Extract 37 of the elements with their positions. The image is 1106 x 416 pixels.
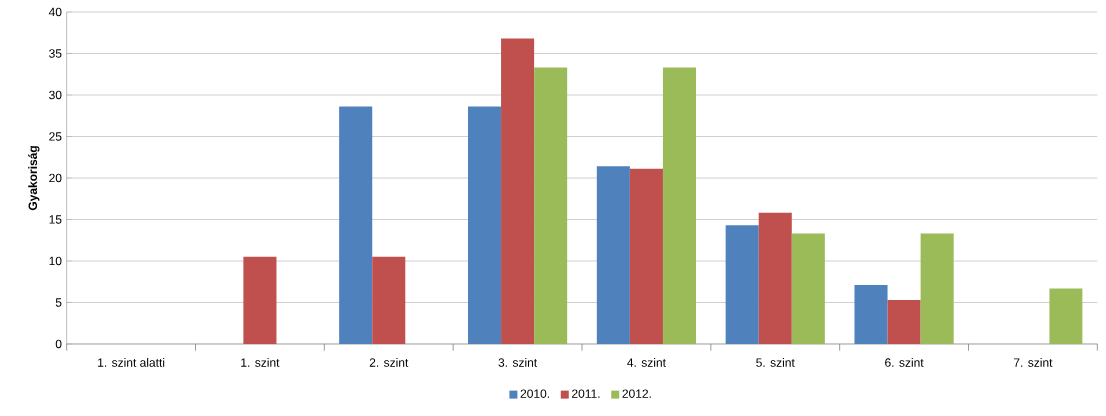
y-tick-label: 0 [55,339,62,349]
bar [339,106,373,344]
x-tick-label: 3. szint [498,358,538,367]
bar [596,166,630,344]
y-tick-label: 40 [48,7,62,17]
bar [887,300,921,344]
y-tick-label: 30 [49,90,62,100]
y-tick-label: 5 [55,298,62,307]
y-axis-title: Gyakoriság [28,146,40,211]
x-tick-label: 7. szint [1013,358,1053,367]
bar [629,168,663,344]
legend-label: 2011. [572,389,600,398]
bar [758,212,792,344]
bar [467,106,502,344]
x-tick-label: 1. szint [241,358,280,367]
x-tick-label: 1. szint alatti [98,358,165,367]
bar [501,38,535,344]
x-tick-label: 4. szint [627,358,666,367]
bar [662,67,697,344]
legend-label: 2012. [622,389,651,398]
y-tick-label: 25 [49,132,62,141]
legend-label: 2010. [520,389,549,398]
bar [791,233,825,344]
x-tick-label: 2. szint [369,358,409,367]
x-tick-label: 6. szint [885,358,924,367]
bar [243,256,277,344]
x-tick-label: 5. szint [756,358,795,367]
y-tick-label: 15 [49,215,62,224]
bar [372,256,406,344]
bar [534,67,568,344]
bar [1049,288,1083,344]
y-tick-label: 10 [49,256,62,266]
y-tick-label: 20 [49,173,62,183]
bar [920,233,954,344]
bar [854,285,888,344]
bar [725,225,759,344]
y-tick-label: 35 [49,49,62,58]
